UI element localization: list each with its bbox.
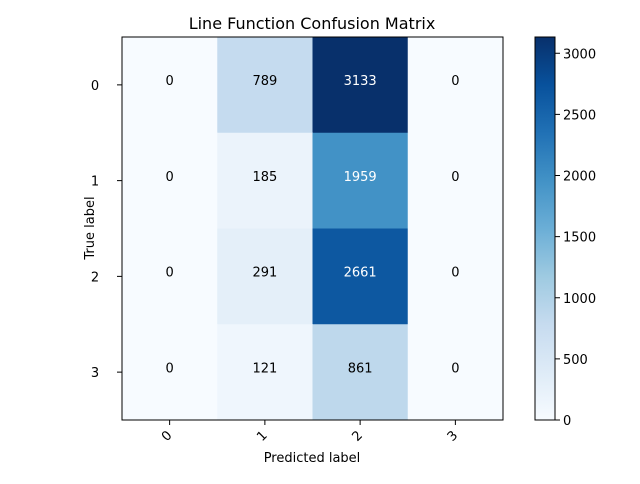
- y-axis-label: True label: [83, 196, 98, 260]
- heatmap-cells: [122, 37, 504, 421]
- cell-value-r0-c0: 0: [165, 74, 173, 89]
- heatmap-cell-r0-c3: [407, 37, 504, 134]
- colorbar-tick-label-0: 0: [563, 414, 571, 429]
- y-tick-label-3: 3: [91, 366, 99, 381]
- colorbar: [534, 36, 556, 421]
- cell-value-r1-c2: 1959: [344, 170, 377, 185]
- cell-value-r3-c1: 121: [252, 361, 277, 376]
- heatmap-cell-r3-c0: [122, 324, 218, 421]
- x-tick-label-1: 1: [254, 428, 270, 444]
- y-axis-ticks: 0 1 2 3: [91, 79, 122, 381]
- heatmap-cell-labels: 0 789 3133 0 0 185 1959 0 0 291 2661 0 0 121 861 0: [165, 74, 459, 376]
- cell-value-r2-c1: 291: [252, 266, 277, 281]
- heatmap-cell-r1-c0: [122, 132, 218, 229]
- colorbar-tick-label-3: 1500: [563, 231, 596, 246]
- heatmap-cell-r3-c1: [217, 324, 313, 421]
- heatmap-cell-r2-c2: [312, 228, 409, 325]
- x-tick-label-3: 3: [445, 428, 461, 444]
- colorbar-tick-label-2: 1000: [563, 292, 596, 307]
- y-tick-label-0: 0: [91, 79, 99, 94]
- cell-value-r3-c0: 0: [165, 361, 173, 376]
- cell-value-r1-c1: 185: [252, 170, 277, 185]
- cell-value-r0-c2: 3133: [344, 74, 377, 89]
- cell-value-r1-c0: 0: [165, 170, 173, 185]
- cell-value-r3-c2: 861: [348, 361, 373, 376]
- heatmap-cell-r0-c1: [217, 37, 313, 134]
- heatmap-cell-r1-c1: [217, 132, 313, 229]
- heatmap-cell-r1-c3: [407, 132, 504, 229]
- heatmap-cell-r3-c3: [407, 324, 504, 421]
- colorbar-tick-label-6: 3000: [563, 47, 596, 62]
- heatmap-cell-r2-c1: [217, 228, 313, 325]
- x-axis-ticks: 0 1 2 3: [159, 420, 461, 445]
- colorbar-tick-label-1: 500: [563, 353, 588, 368]
- cell-value-r2-c3: 0: [451, 266, 459, 281]
- plot-frame: [121, 36, 504, 421]
- cell-value-r0-c3: 0: [451, 74, 459, 89]
- colorbar-tick-label-4: 2000: [563, 170, 596, 185]
- cell-value-r3-c3: 0: [451, 361, 459, 376]
- cell-value-r2-c2: 2661: [344, 266, 377, 281]
- heatmap-cell-r2-c3: [407, 228, 504, 325]
- chart-title: Line Function Confusion Matrix: [189, 14, 436, 33]
- heatmap-cell-r2-c0: [122, 228, 218, 325]
- cell-value-r0-c1: 789: [252, 74, 277, 89]
- y-tick-label-2: 2: [91, 270, 99, 285]
- colorbar-tick-label-5: 2500: [563, 108, 596, 123]
- cell-value-r1-c3: 0: [451, 170, 459, 185]
- heatmap-cell-r1-c2: [312, 132, 409, 229]
- cell-value-r2-c0: 0: [165, 266, 173, 281]
- heatmap-cell-r3-c2: [312, 324, 409, 421]
- y-tick-label-1: 1: [91, 175, 99, 190]
- x-tick-label-2: 2: [349, 428, 365, 444]
- x-axis-label: Predicted label: [264, 451, 361, 466]
- heatmap-cell-r0-c2: [312, 37, 409, 134]
- x-tick-label-0: 0: [159, 428, 175, 444]
- colorbar-ticks: 0 500 1000 1500 2000 2500 3000: [555, 47, 596, 429]
- heatmap-cell-r0-c0: [122, 37, 218, 134]
